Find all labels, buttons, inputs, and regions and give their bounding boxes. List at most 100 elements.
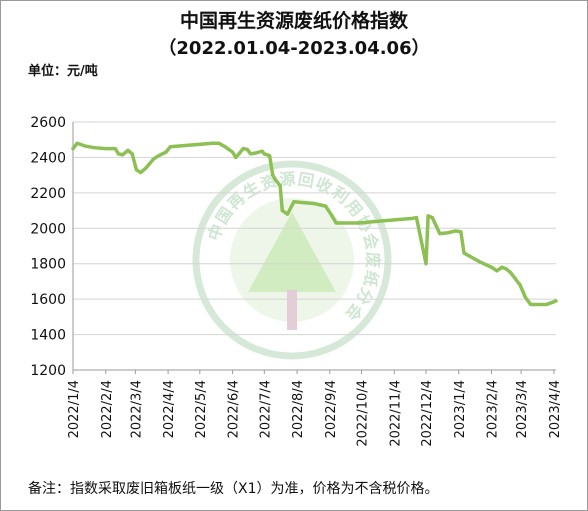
watermark-char: 分 <box>352 285 376 308</box>
data-point <box>254 151 258 155</box>
data-point <box>323 204 328 208</box>
watermark-char: 中 <box>204 222 227 244</box>
data-point <box>292 200 296 204</box>
data-point <box>459 230 463 234</box>
data-point <box>104 146 108 151</box>
data-point <box>495 269 499 273</box>
y-axis-unit-label: 单位：元/吨 <box>28 64 98 79</box>
data-point <box>267 154 272 158</box>
data-point <box>151 157 155 161</box>
data-point <box>478 260 482 264</box>
watermark-ring <box>192 160 392 360</box>
data-point <box>223 145 227 149</box>
data-point <box>241 146 245 151</box>
data-point <box>71 146 75 151</box>
data-point <box>168 145 172 149</box>
data-point <box>438 232 442 236</box>
watermark-char: 废 <box>364 252 383 268</box>
data-point <box>116 152 121 156</box>
data-point <box>504 267 508 271</box>
series-line <box>71 141 558 307</box>
data-point <box>234 155 238 160</box>
watermark-char: 源 <box>279 169 296 189</box>
data-point <box>508 270 513 275</box>
x-tick-label: 2022/9/4 <box>324 380 339 438</box>
x-tick-label: 2023/2/4 <box>486 380 501 438</box>
x-tick-label: 2022/3/4 <box>129 380 144 438</box>
watermark-char: 纸 <box>360 269 382 289</box>
data-point <box>113 146 117 151</box>
x-tick-label: 2022/8/4 <box>291 380 306 438</box>
chart-note: 备注：指数采取废旧箱板纸一级（X1）为准，价格为不含税价格。 <box>28 481 439 497</box>
data-point <box>144 166 148 170</box>
y-tick-label: 1800 <box>30 257 66 273</box>
data-point <box>248 152 253 156</box>
data-point <box>274 178 278 183</box>
data-point <box>376 219 381 223</box>
data-point <box>210 141 215 145</box>
data-point <box>262 152 266 156</box>
data-point <box>200 142 204 146</box>
data-point <box>260 149 264 153</box>
x-tick-label: 2022/6/4 <box>227 380 242 438</box>
data-point <box>554 299 558 303</box>
x-tick-label: 2022/5/4 <box>194 380 209 438</box>
data-point <box>430 216 434 220</box>
x-tick-label: 2022/2/4 <box>100 380 115 438</box>
chart-title: 中国再生资源废纸价格指数 <box>179 10 408 32</box>
y-tick-label: 1600 <box>30 292 66 308</box>
data-point <box>121 153 125 157</box>
data-point <box>75 141 79 145</box>
data-point <box>446 231 450 235</box>
y-tick-label: 1400 <box>30 328 66 344</box>
data-point <box>414 216 419 220</box>
y-tick-label: 2600 <box>30 115 66 131</box>
data-point <box>179 144 183 148</box>
data-point <box>126 148 130 152</box>
data-point <box>489 265 494 269</box>
data-point <box>500 265 504 269</box>
data-point <box>409 216 413 221</box>
chart-subtitle: （2022.01.04-2023.04.06） <box>158 38 430 59</box>
data-point <box>462 251 466 255</box>
x-tick-label: 2022/1/4 <box>67 380 82 438</box>
y-tick-label: 2200 <box>30 186 66 202</box>
data-point <box>426 214 430 218</box>
watermark-char: 会 <box>360 231 382 251</box>
data-point <box>245 147 249 152</box>
data-point <box>523 295 527 299</box>
data-point <box>285 212 290 216</box>
data-point <box>453 229 458 233</box>
data-point <box>399 217 403 222</box>
data-point <box>139 170 143 175</box>
x-tick-label: 2022/11/4 <box>388 380 403 447</box>
data-point <box>312 201 316 206</box>
x-tick-label: 2022/4/4 <box>162 380 177 438</box>
data-point <box>230 150 235 154</box>
x-tick-label: 2022/10/4 <box>356 380 371 447</box>
data-point <box>329 212 333 216</box>
watermark-tree <box>248 212 336 292</box>
data-point <box>164 150 168 154</box>
data-point <box>544 302 549 307</box>
data-point <box>189 143 193 147</box>
data-point <box>471 256 476 260</box>
data-point <box>130 152 134 156</box>
data-point <box>529 302 533 307</box>
y-tick-label: 1200 <box>30 363 66 379</box>
data-point <box>134 168 139 172</box>
data-point <box>217 141 221 145</box>
watermark-trunk <box>287 290 297 330</box>
data-point <box>271 173 275 177</box>
data-point <box>157 154 161 158</box>
data-point <box>92 146 96 150</box>
x-tick-label: 2023/1/4 <box>453 380 468 438</box>
data-point <box>237 152 241 156</box>
data-point <box>356 221 360 225</box>
data-point <box>334 221 338 225</box>
x-tick-label: 2022/12/4 <box>420 380 435 447</box>
data-point <box>518 283 522 287</box>
data-point <box>301 201 306 205</box>
y-tick-label: 2400 <box>30 150 66 166</box>
watermark-char: 收 <box>313 174 335 198</box>
